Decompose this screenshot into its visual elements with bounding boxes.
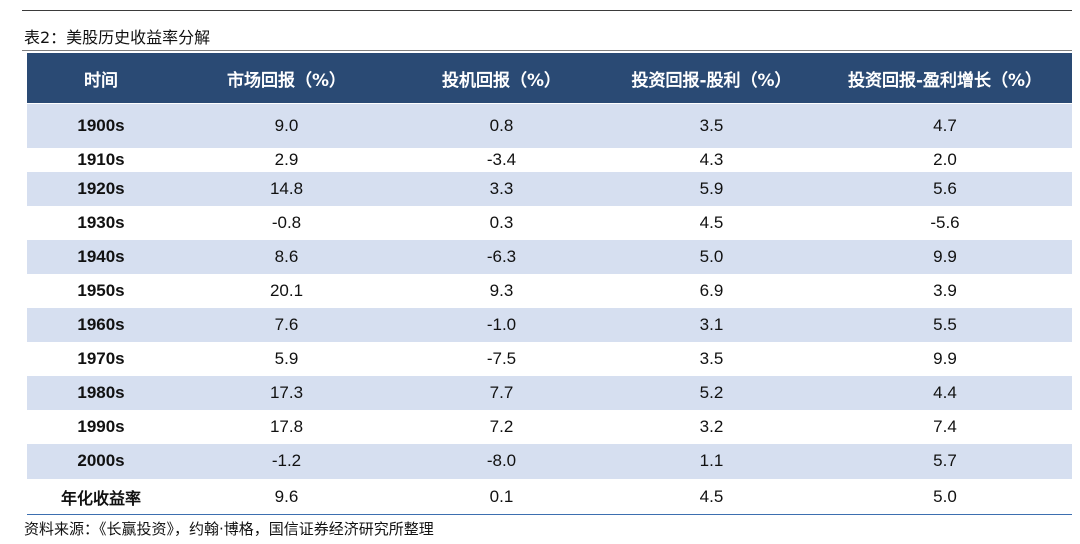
table-row: 1900s 9.0 0.8 3.5 4.7 [27,103,1072,148]
cell-period: 1950s [27,273,175,308]
cell-speculative-return: -7.5 [398,341,605,376]
cell-speculative-return: -1.0 [398,307,605,342]
cell-dividend-return: 3.1 [605,307,818,342]
cell-market-return: 9.0 [175,103,398,148]
cell-speculative-return: 9.3 [398,273,605,308]
cell-period: 1940s [27,239,175,274]
cell-market-return: 5.9 [175,341,398,376]
header-period: 时间 [27,53,175,104]
cell-market-return: -1.2 [175,443,398,479]
cell-earnings-growth-return: 4.7 [818,103,1072,148]
top-rule [22,10,1072,11]
table-row: 1970s 5.9 -7.5 3.5 9.9 [27,341,1072,376]
cell-period: 2000s [27,443,175,479]
cell-speculative-return: 3.3 [398,171,605,206]
cell-dividend-return: 5.0 [605,239,818,274]
cell-period: 1930s [27,205,175,240]
cell-dividend-return: 3.5 [605,341,818,376]
cell-market-return: 7.6 [175,307,398,342]
table-row: 1940s 8.6 -6.3 5.0 9.9 [27,239,1072,274]
cell-speculative-return: 0.8 [398,103,605,148]
table-row: 1960s 7.6 -1.0 3.1 5.5 [27,307,1072,342]
returns-table: 时间 市场回报（%） 投机回报（%） 投资回报-股利（%） 投资回报-盈利增长（… [27,53,1072,515]
cell-earnings-growth-return: 5.7 [818,443,1072,479]
cell-period: 1970s [27,341,175,376]
table-row: 2000s -1.2 -8.0 1.1 5.7 [27,443,1072,479]
cell-market-return: 20.1 [175,273,398,308]
cell-dividend-return: 5.2 [605,375,818,410]
cell-earnings-growth-return: 5.5 [818,307,1072,342]
cell-dividend-return: 3.5 [605,103,818,148]
cell-earnings-growth-return: 9.9 [818,239,1072,274]
table-row: 1930s -0.8 0.3 4.5 -5.6 [27,205,1072,240]
cell-speculative-return: -6.3 [398,239,605,274]
cell-earnings-growth-return: 2.0 [818,147,1072,172]
cell-dividend-return: 5.9 [605,171,818,206]
cell-market-return: 8.6 [175,239,398,274]
cell-speculative-return: 7.2 [398,409,605,444]
table-row: 1910s 2.9 -3.4 4.3 2.0 [27,147,1072,172]
cell-earnings-growth-return: -5.6 [818,205,1072,240]
cell-period: 1960s [27,307,175,342]
cell-earnings-growth-return: 7.4 [818,409,1072,444]
cell-market-return: 9.6 [175,478,398,515]
cell-speculative-return: 0.3 [398,205,605,240]
cell-dividend-return: 6.9 [605,273,818,308]
header-dividend-return: 投资回报-股利（%） [605,53,818,104]
cell-dividend-return: 4.5 [605,478,818,515]
cell-market-return: 14.8 [175,171,398,206]
cell-market-return: 2.9 [175,147,398,172]
cell-period: 1910s [27,147,175,172]
cell-dividend-return: 4.3 [605,147,818,172]
cell-earnings-growth-return: 9.9 [818,341,1072,376]
table-row: 1990s 17.8 7.2 3.2 7.4 [27,409,1072,444]
cell-market-return: 17.8 [175,409,398,444]
bottom-rule [27,514,1072,515]
cell-dividend-return: 4.5 [605,205,818,240]
table-body: 1900s 9.0 0.8 3.5 4.7 1910s 2.9 -3.4 4.3 2.0 1920s… [27,103,1072,515]
cell-period: 1920s [27,171,175,206]
cell-dividend-return: 1.1 [605,443,818,479]
table-row: 1950s 20.1 9.3 6.9 3.9 [27,273,1072,308]
cell-earnings-growth-return: 4.4 [818,375,1072,410]
table-caption: 表2：美股历史收益率分解 [24,28,211,47]
cell-speculative-return: -3.4 [398,147,605,172]
cell-period: 年化收益率 [27,478,175,515]
cell-period: 1900s [27,103,175,148]
returns-table-container: 时间 市场回报（%） 投机回报（%） 投资回报-股利（%） 投资回报-盈利增长（… [27,53,1072,515]
cell-period: 1980s [27,375,175,410]
cell-speculative-return: -8.0 [398,443,605,479]
table-row: 1920s 14.8 3.3 5.9 5.6 [27,171,1072,206]
table-row: 1980s 17.3 7.7 5.2 4.4 [27,375,1072,410]
cell-dividend-return: 3.2 [605,409,818,444]
header-market-return: 市场回报（%） [175,53,398,104]
table-row: 年化收益率 9.6 0.1 4.5 5.0 [27,478,1072,515]
cell-period: 1990s [27,409,175,444]
cell-earnings-growth-return: 3.9 [818,273,1072,308]
header-row: 时间 市场回报（%） 投机回报（%） 投资回报-股利（%） 投资回报-盈利增长（… [27,53,1072,104]
header-earnings-growth-return: 投资回报-盈利增长（%） [818,53,1072,104]
cell-speculative-return: 0.1 [398,478,605,515]
cell-speculative-return: 7.7 [398,375,605,410]
cell-market-return: 17.3 [175,375,398,410]
caption-rule [22,50,1072,51]
cell-market-return: -0.8 [175,205,398,240]
header-speculative-return: 投机回报（%） [398,53,605,104]
source-note: 资料来源：《长赢投资》，约翰·博格，国信证券经济研究所整理 [24,520,434,538]
cell-earnings-growth-return: 5.0 [818,478,1072,515]
cell-earnings-growth-return: 5.6 [818,171,1072,206]
